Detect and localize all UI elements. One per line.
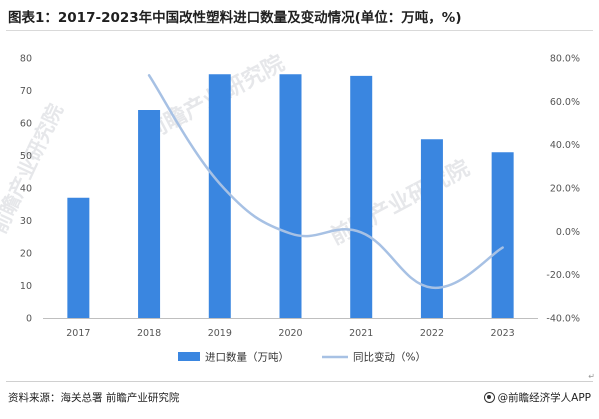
y-right-tick-label: 60.0% <box>550 97 580 108</box>
brand-credit: @前瞻经济学人APP <box>483 390 591 405</box>
watermark-text: 前瞻产业研究院 <box>0 100 68 237</box>
y-right-tick-label: 40.0% <box>550 140 580 151</box>
x-tick-label: 2023 <box>491 328 515 339</box>
y-left-tick-label: 30 <box>20 216 32 227</box>
y-right-tick-label: 80.0% <box>550 54 580 65</box>
series-line <box>147 74 504 289</box>
bar <box>420 139 443 318</box>
x-tick-label: 2018 <box>137 328 161 339</box>
y-left-tick-label: 20 <box>20 249 32 260</box>
bar <box>138 110 161 318</box>
x-tick-label: 2021 <box>349 328 373 339</box>
legend-bar-swatch <box>178 352 200 361</box>
y-left-tick-label: 40 <box>20 184 32 195</box>
y-left-tick-label: 70 <box>20 86 32 97</box>
y-left-tick-label: 10 <box>20 281 32 292</box>
return-mark: ↵ <box>588 372 595 381</box>
y-right-tick-label: 0.0% <box>556 227 580 238</box>
watermark-text: 前瞻产业研究院 <box>326 155 474 250</box>
bar <box>208 74 231 318</box>
bar <box>350 75 373 318</box>
y-left-tick-label: 50 <box>20 151 32 162</box>
chart-title: 图表1：2017-2023年中国改性塑料进口数量及变动情况(单位：万吨，%) <box>8 10 462 26</box>
bar <box>67 197 90 318</box>
legend-label: 进口数量（万吨） <box>205 351 289 364</box>
chart-canvas: 前瞻产业研究院前瞻产业研究院前瞻产业研究院01020304050607080-4… <box>0 50 580 364</box>
bar <box>279 74 302 318</box>
x-tick-label: 2019 <box>208 328 232 339</box>
legend-label: 同比变动（%） <box>353 351 426 364</box>
x-tick-label: 2020 <box>278 328 302 339</box>
brand-logo-icon <box>483 392 495 403</box>
y-left-tick-label: 60 <box>20 119 32 130</box>
brand-text: @前瞻经济学人APP <box>497 392 591 404</box>
bar <box>491 152 514 318</box>
title-divider <box>6 30 593 31</box>
y-right-tick-label: -40.0% <box>546 314 580 325</box>
x-tick-label: 2022 <box>420 328 444 339</box>
x-tick-label: 2017 <box>66 328 90 339</box>
footer-divider <box>6 381 593 382</box>
source-note: 资料来源：海关总署 前瞻产业研究院 <box>8 392 180 404</box>
y-left-tick-label: 0 <box>26 314 32 325</box>
y-left-tick-label: 80 <box>20 54 32 65</box>
y-right-tick-label: -20.0% <box>546 270 580 281</box>
y-right-tick-label: 20.0% <box>550 184 580 195</box>
